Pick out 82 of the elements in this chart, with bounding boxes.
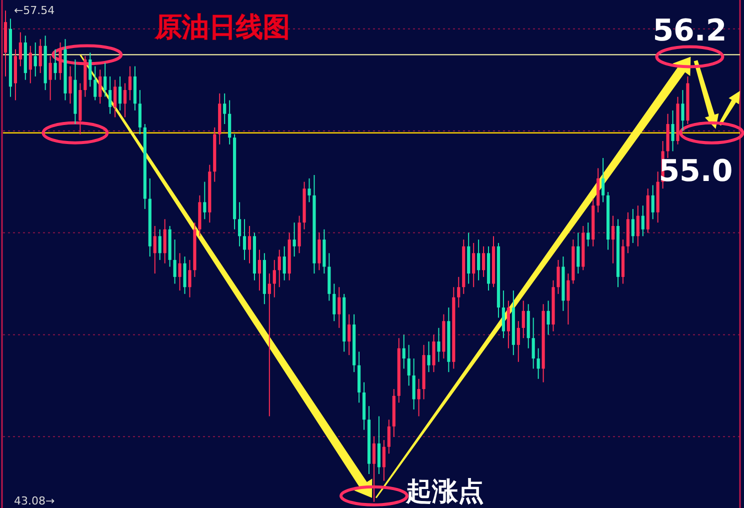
y-tick-label: ←57.54 xyxy=(14,4,55,18)
candlestick xyxy=(308,178,311,203)
candlestick xyxy=(407,344,410,386)
candlestick xyxy=(377,416,381,475)
candlestick xyxy=(258,249,261,292)
candlestick xyxy=(532,317,535,370)
candlestick xyxy=(372,436,376,502)
candlestick xyxy=(417,378,420,417)
candlestick xyxy=(88,52,92,88)
candlestick xyxy=(556,259,560,294)
annotation: 56.2 xyxy=(652,14,727,49)
candlestick xyxy=(332,283,336,322)
candlestick xyxy=(651,184,654,220)
candlestick xyxy=(522,300,525,339)
candlestick xyxy=(298,215,301,254)
candlestick xyxy=(602,158,605,203)
candlestick xyxy=(188,259,192,298)
candlestick xyxy=(228,100,232,145)
candlestick xyxy=(104,62,107,98)
annotation: 起涨点 xyxy=(404,477,484,507)
candlestick xyxy=(98,69,102,104)
candlestick xyxy=(641,205,644,237)
candlestick xyxy=(348,314,351,356)
candlestick xyxy=(54,48,57,80)
y-tick-label: 43.08→ xyxy=(14,494,55,508)
candlestick xyxy=(338,286,341,328)
candlestick xyxy=(28,45,32,84)
candlestick xyxy=(546,300,550,336)
candlestick xyxy=(402,334,406,370)
candlestick xyxy=(118,76,122,111)
candlestick xyxy=(242,218,246,260)
candlestick xyxy=(502,290,506,339)
candlestick xyxy=(114,79,117,118)
candlestick xyxy=(611,215,615,264)
candlestick xyxy=(681,90,684,132)
candlestick xyxy=(158,228,162,260)
text: 原油日线图 xyxy=(154,12,290,43)
candlestick xyxy=(123,82,127,118)
candlestick xyxy=(387,419,390,454)
candlestick xyxy=(68,66,72,104)
candlestick xyxy=(178,252,182,292)
candlestick xyxy=(94,66,97,101)
candlestick xyxy=(282,246,286,281)
candlestick xyxy=(38,38,42,74)
candlestick xyxy=(292,222,296,258)
candlestick xyxy=(238,202,242,247)
candlestick xyxy=(566,273,570,326)
candlestick xyxy=(437,327,440,362)
candlestick xyxy=(631,208,634,244)
candlestick xyxy=(671,110,674,152)
candlestick xyxy=(536,348,540,380)
candlestick xyxy=(482,246,486,278)
candlestick xyxy=(516,320,520,362)
candlestick xyxy=(457,276,460,308)
candlestick xyxy=(108,76,112,114)
candlestick xyxy=(48,56,52,101)
candlestick xyxy=(183,256,186,294)
candlestick xyxy=(278,249,281,288)
candlestick xyxy=(138,90,142,135)
candlestick xyxy=(268,273,271,417)
candlestick xyxy=(272,259,276,298)
candlestick xyxy=(128,66,132,101)
candlestick xyxy=(472,242,476,288)
candlestick xyxy=(506,300,510,349)
candlestick xyxy=(432,334,436,373)
candlestick xyxy=(58,42,62,80)
candlestick xyxy=(173,239,176,284)
candlestick xyxy=(318,232,321,271)
candlestick xyxy=(248,225,252,264)
candlestick xyxy=(163,218,166,264)
candlestick xyxy=(477,239,480,281)
candlestick xyxy=(586,222,590,247)
candlestick xyxy=(576,232,580,274)
candlestick xyxy=(223,92,226,125)
candlestick xyxy=(382,440,386,482)
candlestick xyxy=(636,205,640,247)
candlestick xyxy=(412,358,416,410)
candlestick xyxy=(18,32,22,67)
candlestick xyxy=(203,181,206,220)
candlestick xyxy=(34,42,37,77)
candlestick xyxy=(427,341,430,373)
candlestick xyxy=(153,225,156,274)
